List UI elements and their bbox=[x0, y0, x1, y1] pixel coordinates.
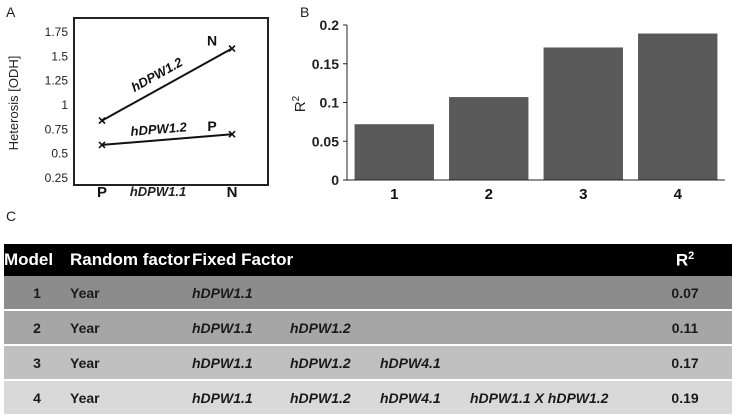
series-line-1 bbox=[101, 47, 233, 122]
chart-a-y-tick-label: 1.75 bbox=[45, 25, 69, 39]
r2-value-cell: 0.19 bbox=[638, 381, 733, 414]
chart-b-x-tick-label: 3 bbox=[579, 186, 587, 203]
row-separator-cell bbox=[4, 344, 733, 346]
random-factor-cell: Year bbox=[70, 381, 192, 414]
r2-value-cell: 0.17 bbox=[638, 346, 733, 379]
chart-b-x-tick-label: 2 bbox=[485, 186, 493, 203]
row-separator bbox=[4, 344, 733, 346]
series-end-label: N bbox=[207, 33, 217, 49]
series-point-marker bbox=[228, 44, 236, 53]
fixed-factor-cell bbox=[470, 276, 639, 309]
chart-b-x-tick-label: 1 bbox=[390, 186, 398, 203]
fixed-factor-cell bbox=[380, 276, 470, 309]
header-random-factor: Random factor bbox=[70, 244, 192, 276]
table-row: 2 Year hDPW1.1 hDPW1.2 0.11 bbox=[4, 311, 733, 344]
fixed-factor-cell bbox=[470, 346, 639, 379]
row-separator-cell bbox=[4, 379, 733, 381]
series-label: hDPW1.2 bbox=[130, 119, 188, 139]
table-row: 3 Year hDPW1.1 hDPW1.2 hDPW4.1 0.17 bbox=[4, 346, 733, 379]
row-separator-cell bbox=[4, 309, 733, 311]
random-factor-cell: Year bbox=[70, 311, 192, 344]
chart-a-y-axis-label: Heterosis [ODH] bbox=[6, 56, 21, 151]
fixed-factor-cell: hDPW1.2 bbox=[290, 346, 380, 379]
model-number-cell: 2 bbox=[4, 311, 70, 344]
fixed-factor-cell: hDPW1.1 bbox=[192, 381, 290, 414]
chart-b-y-tick-label: 0.05 bbox=[312, 133, 339, 149]
series-line-2 bbox=[101, 133, 233, 146]
bar-model-1 bbox=[354, 124, 434, 180]
chart-b-x-tick-label: 4 bbox=[674, 186, 683, 203]
panel-label-b: B bbox=[300, 4, 310, 20]
header-r2: R2 bbox=[638, 244, 733, 276]
chart-a-y-tick-label: 1.25 bbox=[45, 74, 69, 88]
fixed-factor-cell: hDPW1.1 bbox=[192, 276, 290, 309]
fixed-factor-cell: hDPW4.1 bbox=[380, 346, 470, 379]
chart-b-y-tick-label: 0.15 bbox=[312, 56, 339, 72]
table-row: 1 Year hDPW1.1 0.07 bbox=[4, 276, 733, 309]
series-point-marker bbox=[228, 130, 236, 138]
panel-label-c: C bbox=[6, 208, 17, 224]
table-row: 4 Year hDPW1.1 hDPW1.2 hDPW4.1 hDPW1.1 X hDPW… bbox=[4, 381, 733, 414]
chart-a-y-tick-label: 0.25 bbox=[45, 171, 69, 185]
random-factor-cell: Year bbox=[70, 276, 192, 309]
chart-b-y-axis-label: R2 bbox=[291, 95, 309, 112]
panel-label-a: A bbox=[6, 4, 16, 20]
fixed-factor-cell bbox=[380, 311, 470, 344]
series-end-label: P bbox=[207, 118, 216, 134]
fixed-factor-cell bbox=[470, 311, 639, 344]
chart-a-y-tick-label: 1.5 bbox=[51, 49, 68, 63]
r2-value-cell: 0.11 bbox=[638, 311, 733, 344]
chart-a-y-tick-label: 0.5 bbox=[51, 147, 68, 161]
row-separator bbox=[4, 379, 733, 381]
model-table: Model Random factor Fixed Factor R2 1 Yea… bbox=[4, 244, 733, 414]
series-point-marker bbox=[98, 117, 106, 125]
model-number-cell: 1 bbox=[4, 276, 70, 309]
chart-a-x-axis-label: hDPW1.1 bbox=[130, 184, 186, 199]
fixed-factor-cell: hDPW1.2 bbox=[290, 381, 380, 414]
header-fixed-factor: Fixed Factor bbox=[192, 244, 639, 276]
r2-value-cell: 0.07 bbox=[638, 276, 733, 309]
model-number-cell: 3 bbox=[4, 346, 70, 379]
r2-bar-chart: 0.2 0.15 0.1 0.05 0 1 2 3 4 R2 bbox=[291, 17, 725, 203]
chart-a-frame bbox=[73, 17, 269, 186]
header-model: Model bbox=[4, 244, 70, 276]
fixed-factor-cell: hDPW1.2 bbox=[290, 311, 380, 344]
table-header-row: Model Random factor Fixed Factor R2 bbox=[4, 244, 733, 276]
fixed-factor-cell: hDPW4.1 bbox=[380, 381, 470, 414]
fixed-factor-cell: hDPW1.1 bbox=[192, 311, 290, 344]
series-point-marker bbox=[98, 141, 106, 149]
random-factor-cell: Year bbox=[70, 346, 192, 379]
series-label: hDPW1.2 bbox=[129, 54, 186, 95]
chart-a-x-tick-label: P bbox=[97, 184, 107, 201]
chart-a-y-tick-label: 0.75 bbox=[45, 122, 69, 136]
bar-model-3 bbox=[543, 47, 623, 180]
model-number-cell: 4 bbox=[4, 381, 70, 414]
chart-b-y-tick-label: 0.2 bbox=[320, 17, 340, 33]
row-separator bbox=[4, 309, 733, 311]
fixed-factor-cell bbox=[290, 276, 380, 309]
bar-model-2 bbox=[449, 97, 529, 180]
chart-a-x-tick-label: N bbox=[227, 184, 238, 201]
bar-model-4 bbox=[638, 33, 718, 181]
chart-b-y-tick-label: 0.1 bbox=[320, 95, 340, 111]
chart-b-y-tick-label: 0 bbox=[331, 172, 339, 188]
chart-a-y-tick-label: 1 bbox=[61, 98, 68, 112]
fixed-factor-cell: hDPW1.1 bbox=[192, 346, 290, 379]
fixed-factor-cell: hDPW1.1 X hDPW1.2 bbox=[470, 381, 639, 414]
